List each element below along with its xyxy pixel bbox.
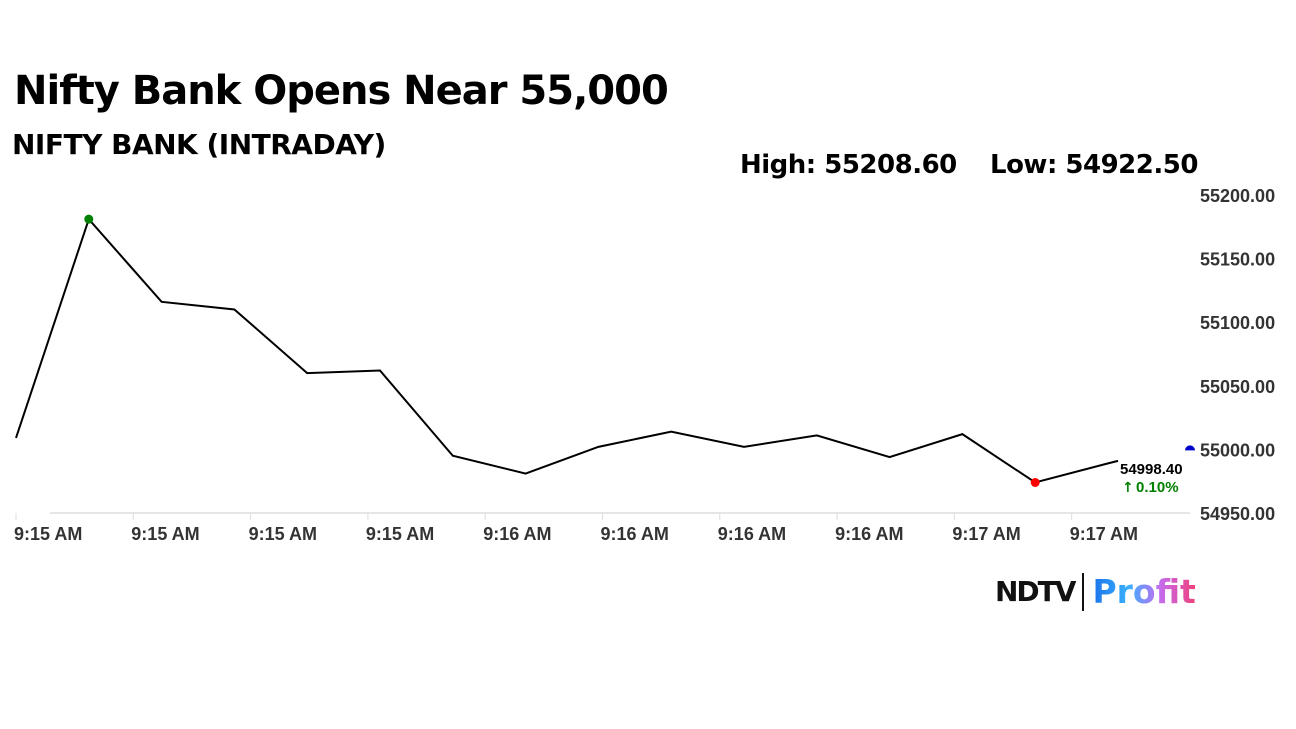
x-tick-label: 9:16 AM [835,524,903,544]
ndtv-profit-logo: NDTV Profit [995,572,1196,611]
change-label: 0.10% [1136,479,1179,496]
y-tick-label: 55200.00 [1200,186,1275,206]
x-tick-label: 9:16 AM [718,524,786,544]
high-marker [84,214,94,224]
low-marker [1030,477,1040,487]
y-tick-label: 55150.00 [1200,250,1275,270]
low-label: Low: 54922.50 [990,150,1198,180]
y-tick-label: 55050.00 [1200,377,1275,397]
x-tick-label: 9:17 AM [952,524,1020,544]
x-tick-label: 9:17 AM [1070,524,1138,544]
price-line [15,217,1119,484]
logo-profit: Profit [1092,572,1196,611]
x-tick-label: 9:15 AM [131,524,199,544]
y-tick-label: 55000.00 [1200,440,1275,460]
logo-ndtv: NDTV [995,575,1076,608]
x-tick-label: 9:15 AM [14,524,82,544]
chart-subtitle: NIFTY BANK (INTRADAY) [12,128,386,161]
y-tick-label: 55100.00 [1200,313,1275,333]
x-tick-label: 9:15 AM [249,524,317,544]
x-tick-label: 9:15 AM [366,524,434,544]
x-tick-label: 9:16 AM [601,524,669,544]
change-arrow-icon: ↑ [1122,480,1134,496]
x-tick-label: 9:16 AM [483,524,551,544]
last-value-label: 54998.40 [1120,461,1183,478]
high-label: High: 55208.60 [740,150,957,180]
y-tick-label: 54950.00 [1200,504,1275,524]
logo-divider [1082,572,1085,611]
previous-close-marker [1185,445,1195,451]
page-title: Nifty Bank Opens Near 55,000 [14,68,669,114]
